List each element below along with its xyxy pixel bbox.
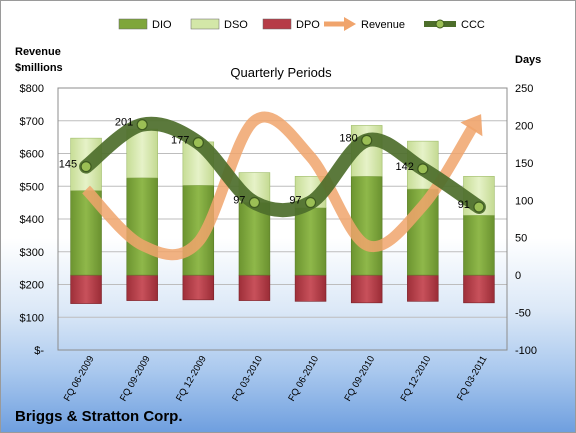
ccc-data-label: 142 bbox=[395, 161, 413, 173]
bar-dio bbox=[463, 214, 495, 276]
x-tick-label: FQ 06-2009 bbox=[62, 354, 97, 403]
bar-dpo bbox=[70, 274, 102, 304]
revenue-line bbox=[82, 111, 478, 261]
left-tick-label: $600 bbox=[20, 149, 44, 161]
ccc-point bbox=[304, 196, 317, 209]
x-tick-label: FQ 03-2010 bbox=[230, 354, 265, 403]
right-tick-label: 50 bbox=[515, 233, 527, 245]
ccc-point bbox=[192, 137, 204, 149]
ccc-point bbox=[80, 161, 92, 173]
ccc-data-label: 97 bbox=[289, 195, 301, 207]
legend-label-dio: DIO bbox=[152, 19, 172, 31]
x-tick-label: FQ 06-2010 bbox=[286, 354, 321, 403]
left-tick-label: $- bbox=[34, 345, 44, 357]
ccc-line bbox=[79, 116, 486, 218]
left-tick-label: $300 bbox=[20, 247, 44, 259]
right-tick-label: 0 bbox=[515, 270, 521, 282]
ccc-point bbox=[361, 134, 373, 146]
x-tick-label: FQ 12-2009 bbox=[174, 354, 209, 403]
plot-area-border bbox=[57, 87, 508, 351]
legend-label-ccc: CCC bbox=[461, 19, 485, 31]
ccc-point bbox=[417, 163, 429, 175]
right-tick-label: 100 bbox=[515, 195, 533, 207]
right-tick-label: 150 bbox=[515, 158, 533, 170]
bar-dpo bbox=[350, 274, 383, 304]
bar-dio bbox=[294, 207, 327, 276]
right-tick-label: 200 bbox=[515, 120, 533, 132]
left-tick-label: $100 bbox=[20, 312, 44, 324]
bar-dpo bbox=[126, 274, 158, 301]
bar-dpo bbox=[294, 274, 327, 302]
legend-swatch-dso bbox=[190, 18, 220, 30]
right-tick-label: -50 bbox=[515, 308, 531, 320]
company-name: Briggs & Stratton Corp. bbox=[15, 408, 183, 425]
legend-marker-ccc bbox=[435, 19, 445, 29]
ccc-data-label: 180 bbox=[339, 132, 357, 144]
x-tick-label: FQ 03-2011 bbox=[455, 354, 490, 403]
left-tick-label: $500 bbox=[20, 181, 44, 193]
ccc-point bbox=[136, 119, 148, 131]
left-tick-label: $400 bbox=[20, 214, 44, 226]
ccc-data-label: 91 bbox=[458, 199, 470, 211]
revenue-arrowhead bbox=[460, 114, 483, 137]
bar-dio bbox=[126, 177, 158, 276]
ccc-data-label: 177 bbox=[171, 135, 189, 147]
left-axis-title-line-1: Revenue bbox=[15, 46, 61, 58]
legend-arrowhead-revenue bbox=[344, 17, 356, 31]
left-axis-title-line-2: $millions bbox=[15, 62, 63, 74]
ccc-point bbox=[248, 196, 261, 209]
left-tick-label: $800 bbox=[20, 83, 44, 95]
left-tick-label: $200 bbox=[20, 280, 44, 292]
legend-label-dpo: DPO bbox=[296, 19, 320, 31]
bar-dpo bbox=[238, 274, 271, 301]
bar-dpo bbox=[407, 274, 439, 302]
legend-swatch-dpo bbox=[262, 18, 292, 30]
ccc-point bbox=[473, 201, 485, 213]
ccc-data-label: 145 bbox=[59, 159, 77, 171]
bar-dpo bbox=[463, 274, 495, 304]
legend-swatch-dio bbox=[118, 18, 148, 30]
legend-label-dso: DSO bbox=[224, 19, 248, 31]
right-tick-label: 250 bbox=[515, 83, 533, 95]
bar-dio bbox=[238, 202, 271, 276]
chart-title: Quarterly Periods bbox=[230, 65, 332, 80]
ccc-data-label: 97 bbox=[233, 195, 245, 207]
right-axis-title: Days bbox=[515, 54, 541, 66]
ccc-data-label: 201 bbox=[115, 117, 133, 129]
bar-dpo bbox=[182, 274, 215, 301]
legend-label-revenue: Revenue bbox=[361, 19, 405, 31]
right-tick-label: -100 bbox=[515, 345, 537, 357]
x-tick-label: FQ 12-2010 bbox=[399, 354, 434, 403]
x-tick-label: FQ 09-2009 bbox=[118, 354, 153, 403]
bar-dio bbox=[350, 176, 383, 276]
left-tick-label: $700 bbox=[20, 116, 44, 128]
x-tick-label: FQ 09-2010 bbox=[342, 354, 377, 403]
